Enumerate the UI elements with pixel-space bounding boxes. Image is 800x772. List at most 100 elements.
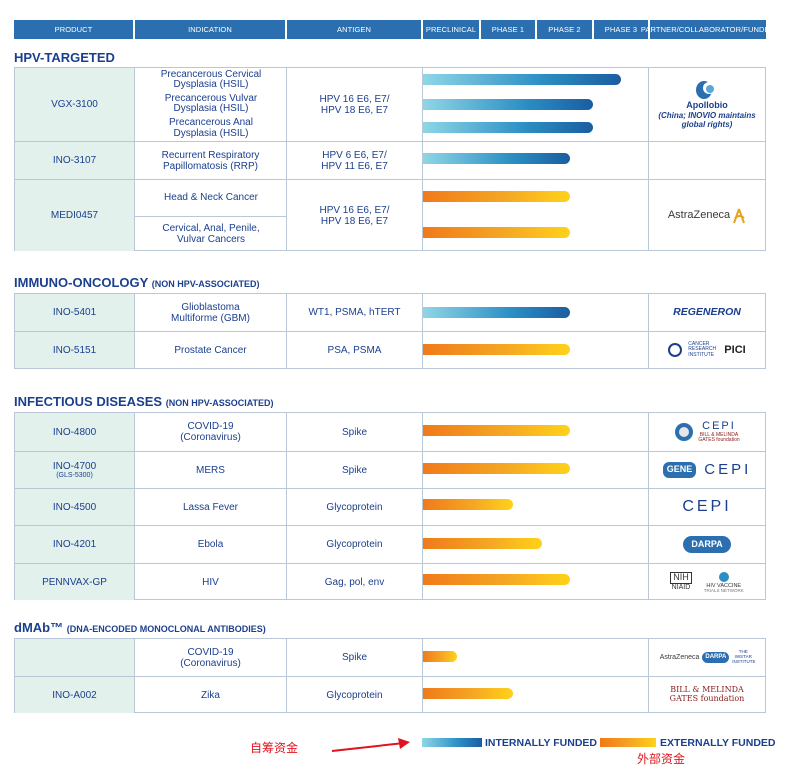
header-phase2: PHASE 2 — [537, 20, 592, 39]
partner-name: NIH — [670, 572, 692, 585]
partner-name: CEPI — [704, 460, 752, 478]
indication-text: Glioblastoma — [181, 301, 240, 313]
hvtn-logo-icon — [718, 571, 729, 582]
partner-cell: Apollobio (China; INOVIO maintains globa… — [649, 68, 765, 141]
apollobio-logo-icon — [696, 81, 715, 100]
section-title-infectious: INFECTIOUS DISEASES (NON HPV-ASSOCIATED) — [14, 394, 274, 409]
partner-name: TRIALS NETWORK — [703, 587, 744, 593]
product-subtext: (GLS-5300) — [56, 471, 93, 479]
partner-cell — [649, 142, 765, 179]
partner-name: GATES foundation — [669, 694, 745, 703]
header-product: PRODUCT — [14, 20, 133, 39]
antigen-cell: Spike — [287, 639, 423, 676]
partner-name: AstraZeneca — [659, 653, 700, 661]
indication-cell: Prostate Cancer — [135, 332, 287, 368]
bars-cell — [423, 564, 649, 600]
indication-cell: Recurrent Respiratory Papillomatosis (RR… — [135, 142, 287, 179]
section-subtitle: (NON HPV-ASSOCIATED) — [165, 398, 274, 408]
indication-line: Precancerous Vulvar Dysplasia (HSIL) — [135, 92, 287, 116]
section-hpv: VGX-3100 Precancerous Cervical Dysplasia… — [14, 67, 766, 251]
table-row: MEDI0457 Head & Neck Cancer Cervical, An… — [15, 179, 765, 251]
dod-seal-icon — [675, 423, 694, 441]
table-row: INO-A002 Zika Glycoprotein BILL & MELIND… — [15, 676, 765, 713]
antigen-cell: Gag, pol, env — [287, 564, 423, 600]
pipeline-bar — [423, 425, 570, 436]
product-cell: INO-A002 — [15, 677, 135, 713]
legend-internal-cn: 自筹资金 — [250, 741, 299, 755]
header-phase1: PHASE 1 — [481, 20, 535, 39]
partner-cell: CEPI — [649, 489, 765, 525]
legend-internal-label: INTERNALLY FUNDED — [485, 737, 598, 749]
antigen-cell: Spike — [287, 413, 423, 451]
indication-text: Dysplasia (HSIL) — [173, 127, 249, 139]
table-row: INO-4800 COVID-19 (Coronavirus) Spike CE… — [15, 413, 765, 451]
antigen-text: HPV 16 E6, E7/ — [319, 93, 390, 105]
indication-line: Precancerous Anal Dysplasia (HSIL) — [135, 116, 287, 141]
antigen-text: HPV 6 E6, E7/ — [322, 149, 387, 161]
pipeline-bar — [423, 538, 542, 549]
partner-note: (China; INOVIO maintains — [658, 111, 756, 121]
antigen-text: HPV 18 E6, E7 — [320, 104, 389, 116]
section-title-immuno: IMMUNO-ONCOLOGY (NON HPV-ASSOCIATED) — [14, 275, 260, 290]
product-cell: INO-4500 — [15, 489, 135, 525]
partner-cell: REGENERON — [649, 294, 765, 331]
section-dmab: COVID-19 (Coronavirus) Spike AstraZeneca… — [14, 638, 766, 713]
antigen-cell: Spike — [287, 452, 423, 488]
antigen-cell: HPV 16 E6, E7/ HPV 18 E6, E7 — [287, 180, 423, 251]
antigen-text: HPV 16 E6, E7/ — [319, 204, 390, 216]
pipeline-bar — [423, 688, 513, 699]
header-partner: PARTNER/COLLABORATOR/FUNDER — [641, 20, 775, 39]
section-subtitle: (NON HPV-ASSOCIATED) — [151, 279, 260, 289]
partner-name: GENE — [662, 462, 697, 478]
indication-cell: Glioblastoma Multiforme (GBM) — [135, 294, 287, 331]
partner-name: BILL & MELINDA — [699, 431, 739, 438]
header-phase3: PHASE 3 — [594, 20, 648, 39]
legend-external-label: EXTERNALLY FUNDED — [660, 737, 776, 749]
partner-cell: NIH NIAID HIV VACCINE TRIALS NETWORK — [649, 564, 765, 600]
partner-cell: AstraZeneca — [649, 180, 765, 251]
table-row: INO-3107 Recurrent Respiratory Papilloma… — [15, 141, 765, 179]
partner-name: GATES foundation — [698, 437, 740, 444]
section-title-text: INFECTIOUS DISEASES — [14, 394, 163, 409]
table-row: VGX-3100 Precancerous Cervical Dysplasia… — [15, 68, 765, 141]
product-cell: INO-4800 — [15, 413, 135, 451]
antigen-cell: PSA, PSMA — [287, 332, 423, 368]
cri-logo-icon — [668, 343, 683, 357]
pipeline-bar — [423, 307, 570, 318]
antigen-cell: Glycoprotein — [287, 489, 423, 525]
bars-cell — [423, 142, 649, 179]
bars-cell — [423, 452, 649, 488]
indication-text: Precancerous Anal — [169, 117, 253, 128]
section-subtitle: (DNA-ENCODED MONOCLONAL ANTIBODIES) — [66, 624, 266, 634]
pipeline-bar — [423, 463, 570, 474]
pipeline-bar — [423, 122, 593, 133]
pipeline-bar — [423, 499, 513, 510]
pipeline-bar — [423, 574, 570, 585]
partner-cell: CEPI BILL & MELINDA GATES foundation — [649, 413, 765, 451]
bars-cell — [423, 68, 649, 141]
header-antigen: ANTIGEN — [287, 20, 421, 39]
product-cell — [15, 639, 135, 676]
product-cell: INO-5401 — [15, 294, 135, 331]
partner-name: AstraZeneca — [667, 209, 731, 222]
indication-line: Head & Neck Cancer — [135, 180, 287, 216]
indication-text: Vulvar Cancers — [177, 233, 245, 245]
antigen-cell: Glycoprotein — [287, 526, 423, 563]
partner-cell: BILL & MELINDA GATES foundation — [649, 677, 765, 713]
pipeline-bar — [423, 227, 570, 238]
indication-text: (Coronavirus) — [180, 432, 241, 443]
indication-text: Recurrent Respiratory — [161, 149, 260, 161]
bars-cell — [423, 489, 649, 525]
indication-text: Head & Neck Cancer — [164, 191, 258, 203]
product-text: INO-4700 — [52, 460, 97, 472]
partner-name: CANCER RESEARCH INSTITUTE — [688, 340, 717, 358]
table-row: INO-5151 Prostate Cancer PSA, PSMA CANCE… — [15, 331, 765, 368]
pipeline-bar — [423, 344, 570, 355]
partner-name: Apollobio — [686, 100, 728, 111]
table-row: INO-4700 (GLS-5300) MERS Spike GENE CEPI — [15, 451, 765, 488]
partner-name: DARPA — [683, 535, 731, 554]
indication-text: Multiforme (GBM) — [171, 312, 250, 324]
indication-text: Papillomatosis (RRP) — [162, 160, 259, 172]
table-row: INO-5401 Glioblastoma Multiforme (GBM) W… — [15, 294, 765, 331]
header-indication: INDICATION — [135, 20, 285, 39]
